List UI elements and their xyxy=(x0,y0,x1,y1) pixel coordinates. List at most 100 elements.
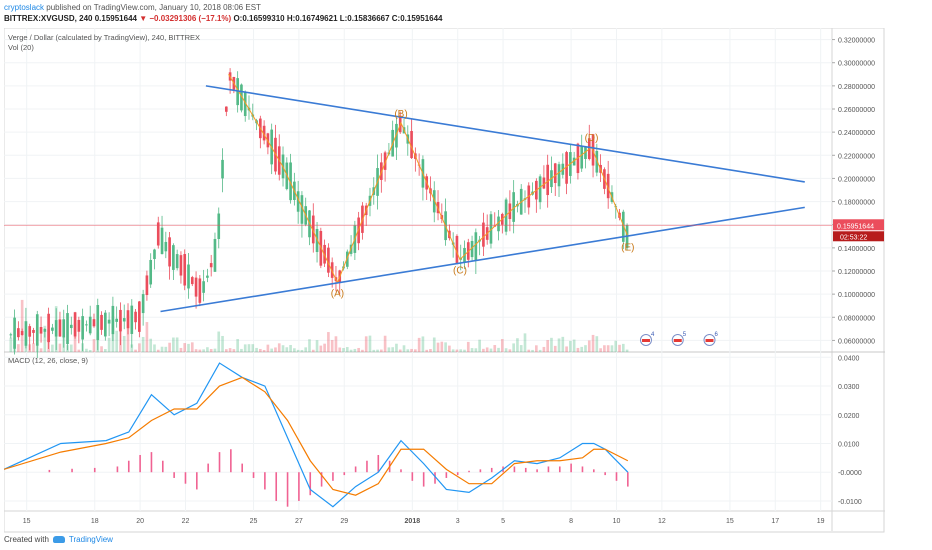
macd-histogram-bar xyxy=(456,472,459,476)
tradingview-brand-link[interactable]: TradingView xyxy=(68,535,113,544)
candle-body xyxy=(13,317,16,349)
macd-histogram-bar xyxy=(411,472,414,481)
macd-histogram-bar xyxy=(422,472,425,487)
time-tick-label: 18 xyxy=(91,518,99,525)
volume-bar xyxy=(535,345,538,352)
macd-histogram-bar xyxy=(570,463,572,473)
time-tick-label: 29 xyxy=(340,518,348,525)
volume-bar xyxy=(115,330,118,352)
macd-histogram-bar xyxy=(196,472,198,490)
volume-bar xyxy=(119,321,122,352)
volume-bar xyxy=(580,346,584,352)
volume-bar xyxy=(527,349,531,352)
volume-bar xyxy=(550,337,553,352)
price-tick-label: 0.30000000 xyxy=(838,61,875,68)
volume-bar xyxy=(130,344,134,352)
volume-bar xyxy=(104,349,107,352)
volume-bar xyxy=(387,347,391,352)
volume-bar xyxy=(296,349,300,352)
macd-histogram-bar xyxy=(627,472,629,487)
candle-body xyxy=(168,237,171,267)
chart-frame[interactable]: 0.32000000 0.30000000 0.28000000 0.26000000… xyxy=(3,27,885,533)
volume-bar xyxy=(270,348,274,352)
candle-body xyxy=(557,164,561,187)
macd-histogram-bar xyxy=(513,466,516,473)
macd-histogram-bar xyxy=(354,466,357,473)
change-value: −0.03291306 (−17.1%) xyxy=(149,14,232,23)
volume-bar xyxy=(304,347,308,352)
volume-bar xyxy=(380,349,383,352)
flag-stripe-icon xyxy=(641,339,650,342)
candle-body xyxy=(497,216,500,232)
macd-histogram-bar xyxy=(366,460,368,473)
candle-body xyxy=(432,190,436,213)
volume-bar xyxy=(432,337,436,352)
volume-bar xyxy=(621,343,625,352)
candle-body xyxy=(73,312,77,337)
macd-histogram-bar xyxy=(309,472,312,496)
volume-bar xyxy=(194,349,198,352)
volume-bar xyxy=(172,337,175,352)
candle-body xyxy=(153,249,156,260)
volume-bar xyxy=(217,331,221,352)
volume-bar xyxy=(569,340,572,352)
candle-body xyxy=(156,222,160,246)
volume-bar xyxy=(440,341,444,352)
volume-bar xyxy=(576,347,580,352)
volume-indicator-label: Vol (20) xyxy=(8,43,34,52)
candle-body xyxy=(311,215,315,244)
macd-histogram-bar xyxy=(558,466,561,473)
volume-bar xyxy=(368,335,372,352)
volume-bar xyxy=(9,337,13,352)
candle-body xyxy=(327,247,330,273)
volume-bar xyxy=(206,347,209,352)
price-tick-label: 0.22000000 xyxy=(838,153,875,160)
macd-histogram-bar xyxy=(173,472,175,478)
candle-body xyxy=(572,157,576,166)
time-tick-label: 25 xyxy=(250,518,258,525)
volume-bar xyxy=(395,343,398,352)
time-tick-label: 20 xyxy=(136,518,144,525)
macd-histogram-bar xyxy=(264,472,266,490)
candle-body xyxy=(66,313,69,345)
candle-body xyxy=(39,327,43,334)
volume-bar xyxy=(516,338,519,352)
price-tick-label: 0.14000000 xyxy=(838,246,875,253)
candle-body xyxy=(92,319,96,327)
volume-bar xyxy=(591,334,595,352)
time-tick-label: 17 xyxy=(771,518,779,525)
macd-tick-label: 0.0200 xyxy=(838,413,860,420)
price-tick-label: 0.08000000 xyxy=(838,315,875,322)
volume-bar xyxy=(122,335,126,352)
volume-bar xyxy=(85,348,88,352)
volume-bar xyxy=(198,349,202,352)
time-tick-label: 3 xyxy=(456,518,460,525)
volume-bar xyxy=(614,340,618,352)
event-badge-count: 4 xyxy=(651,332,655,338)
macd-histogram-bar xyxy=(400,469,402,473)
volume-bar xyxy=(421,336,425,352)
ohlc-values: O:0.16599310 H:0.16749621 L:0.15836667 C… xyxy=(233,14,443,23)
candle-body xyxy=(17,328,20,338)
volume-bar xyxy=(444,342,447,352)
time-tick-label: 12 xyxy=(658,518,666,525)
volume-bar xyxy=(81,343,84,352)
wave-label: (E) xyxy=(621,242,634,253)
candle-body xyxy=(621,211,625,242)
volume-bar xyxy=(111,316,115,352)
candle-body xyxy=(455,235,459,265)
volume-bar xyxy=(35,343,39,352)
volume-bar xyxy=(459,349,463,352)
macd-histogram-bar xyxy=(479,469,482,473)
volume-bar xyxy=(429,348,432,352)
candle-body xyxy=(134,311,137,323)
volume-bar xyxy=(138,343,141,352)
volume-bar xyxy=(376,349,379,352)
chart-svg[interactable]: 0.32000000 0.30000000 0.28000000 0.26000000… xyxy=(3,27,885,533)
author-link[interactable]: cryptoslack xyxy=(4,3,45,12)
candle-body xyxy=(580,146,584,169)
candle-body xyxy=(395,123,398,148)
candle-body xyxy=(584,146,587,160)
candle-body xyxy=(194,277,198,297)
volume-bar xyxy=(553,345,557,352)
